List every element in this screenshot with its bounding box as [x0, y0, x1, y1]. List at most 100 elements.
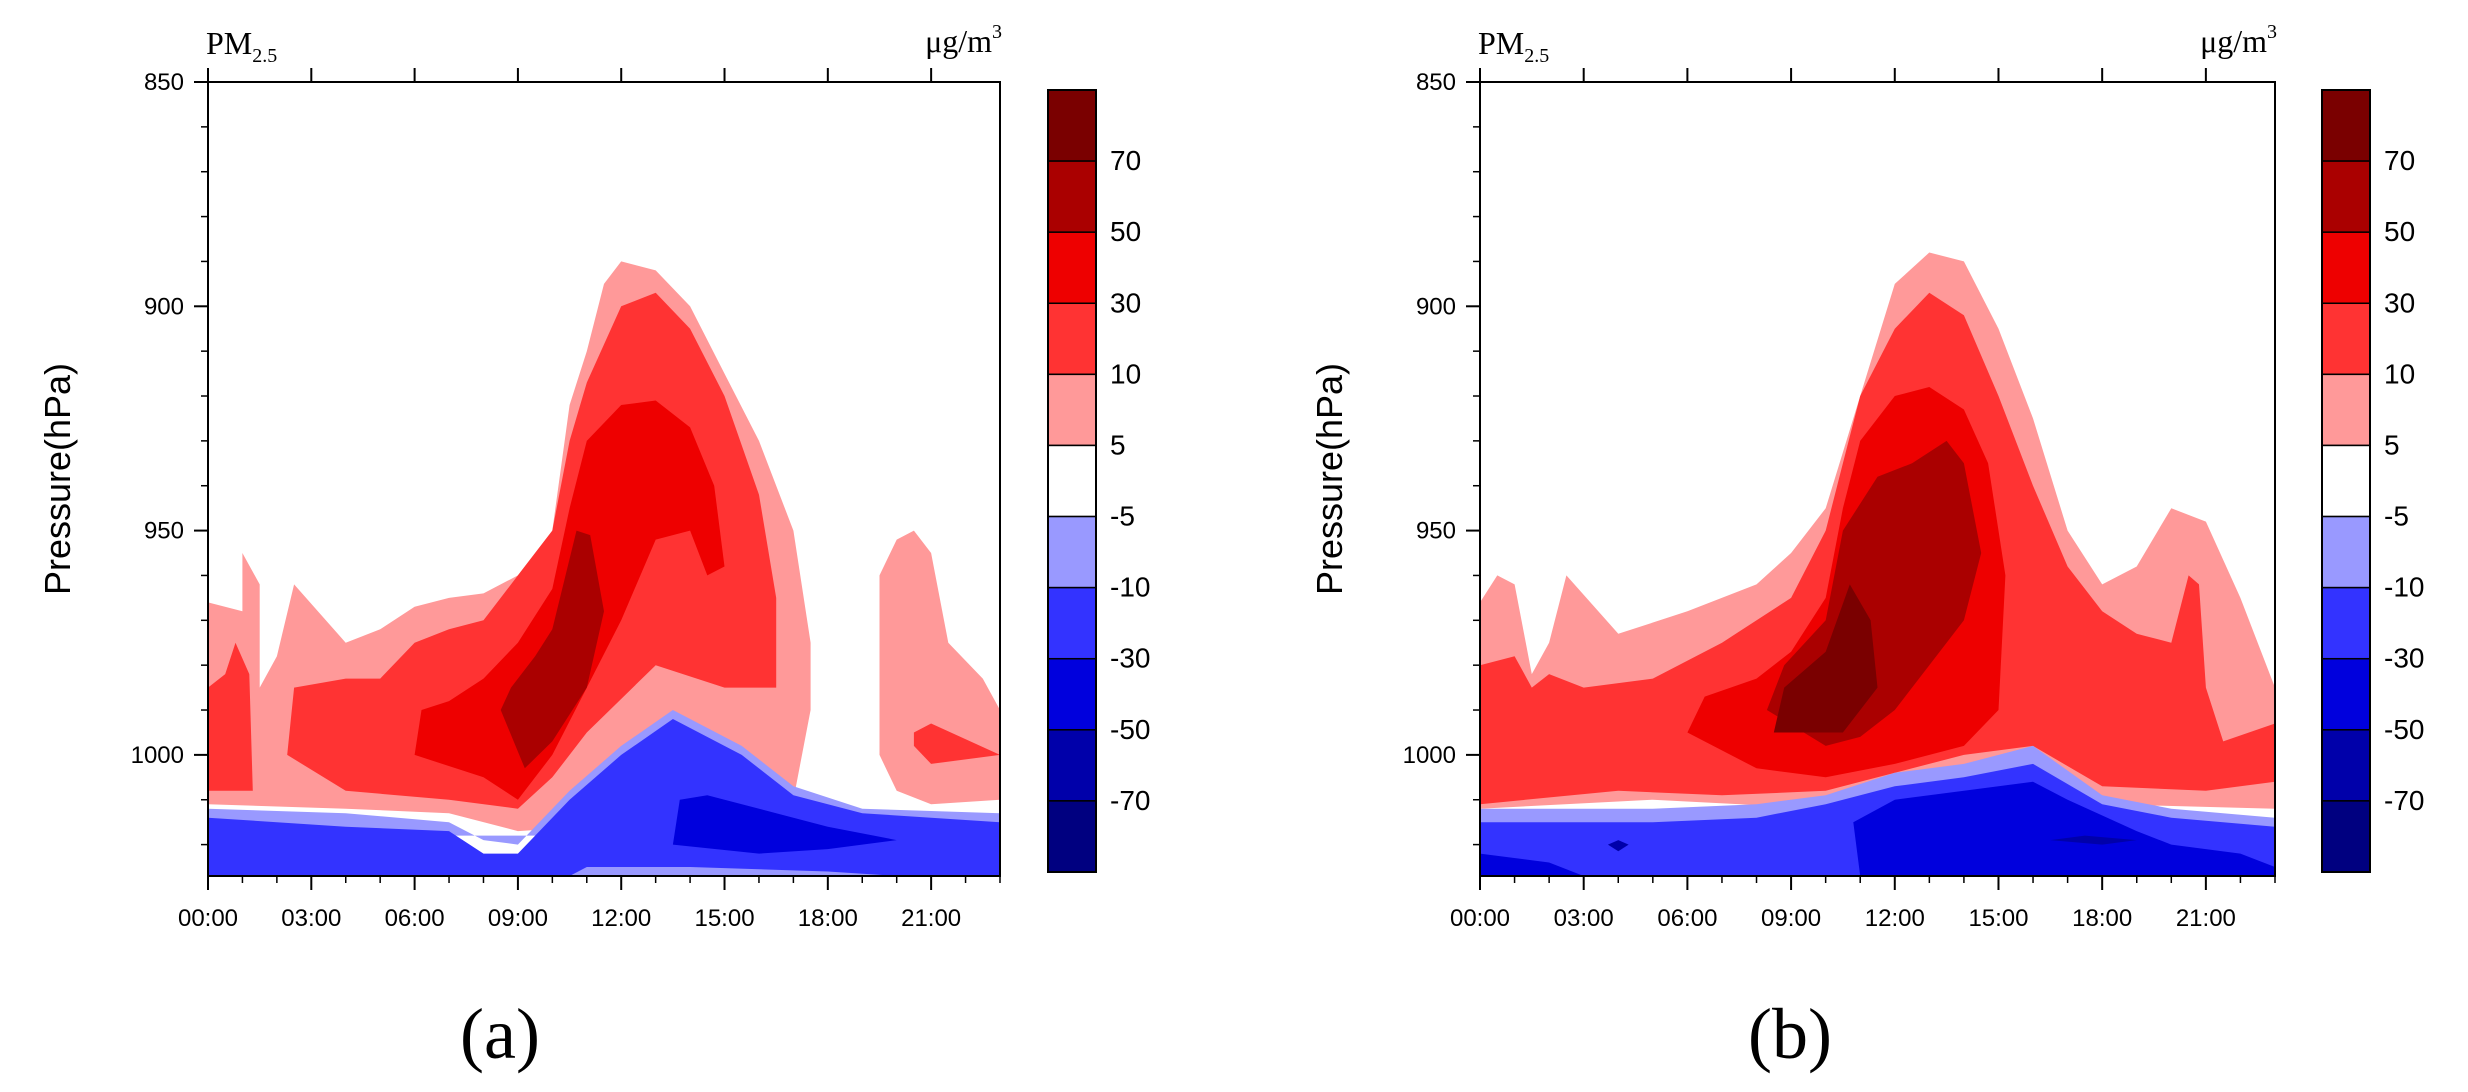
colorbar-swatch-1 [2321, 160, 2371, 233]
x-tick-label-1: 03:00 [281, 905, 341, 932]
plot-frame [1479, 81, 2276, 877]
colorbar-swatch-9 [1047, 729, 1097, 802]
contour-region-4 [913, 723, 1000, 764]
colorbar-swatch-3 [1047, 302, 1097, 376]
y-tick-label-2: 950 [1416, 518, 1456, 545]
colorbar-label-5: -5 [1110, 501, 1135, 532]
x-tick-label-6: 18:00 [798, 905, 858, 932]
contour-region-7 [1853, 781, 2275, 876]
colorbar-label-0: 70 [1110, 145, 1141, 176]
colorbar-label-1: 50 [1110, 216, 1141, 247]
contour-region-8 [1480, 853, 1584, 876]
colorbar-label-6: -10 [2384, 572, 2424, 603]
chart-units-sup: 3 [992, 21, 1002, 43]
colorbar-label-0: 70 [2384, 145, 2415, 176]
chart-units: μg/m3 [2200, 21, 2277, 59]
x-tick-label-6: 18:00 [2072, 905, 2132, 932]
plot-frame [207, 81, 1001, 877]
chart-units-sup: 3 [2267, 21, 2277, 43]
chart-title: PM2.5 [1478, 25, 1549, 67]
y-tick-label-3: 1000 [131, 742, 184, 769]
colorbar-swatch-3 [2321, 302, 2371, 376]
colorbar-label-9: -70 [2384, 785, 2424, 816]
x-tick-label-2: 06:00 [385, 905, 445, 932]
chart-panel-a: 00:00 03:00 06:00 09:00 12:00 15:00 18:00 21:00… [37, 21, 1150, 1074]
y-tick-label-0: 850 [144, 69, 184, 96]
colorbar-label-1: 50 [2384, 216, 2415, 247]
x-tick-label-5: 15:00 [1968, 905, 2028, 932]
panel-label: (b) [1748, 994, 1832, 1074]
x-tick-label-0: 00:00 [1450, 905, 1510, 932]
x-tick-label-7: 21:00 [2176, 905, 2236, 932]
y-axis-label: Pressure(hPa) [37, 363, 78, 595]
x-tick-label-7: 21:00 [901, 905, 961, 932]
colorbar-label-7: -30 [1110, 643, 1150, 674]
colorbar-frame [2321, 89, 2371, 873]
chart-units-main: μg/m [2200, 23, 2267, 59]
panel-label: (a) [460, 994, 540, 1074]
x-tick-label-4: 12:00 [1865, 905, 1925, 932]
x-tick-label-3: 09:00 [1761, 905, 1821, 932]
chart-title-sub: 2.5 [1524, 45, 1549, 67]
colorbar-swatch-7 [2321, 586, 2371, 660]
colorbar-swatch-4 [2321, 373, 2371, 447]
y-axis-label: Pressure(hPa) [1309, 363, 1350, 595]
contour-regions [1480, 252, 2275, 876]
chart-title-main: PM [1478, 25, 1524, 61]
contour-region-10 [2050, 835, 2137, 845]
colorbar-swatch-7 [1047, 586, 1097, 660]
contour-region-4 [1773, 584, 1878, 733]
colorbar-swatch-0 [2321, 89, 2371, 162]
colorbar-swatch-10 [2321, 800, 2371, 873]
colorbar-swatch-2 [2321, 231, 2371, 305]
colorbar-swatch-5 [2321, 444, 2371, 518]
contour-region-1 [879, 530, 1000, 805]
colorbar-swatch-2 [1047, 231, 1097, 305]
colorbar-label-8: -50 [1110, 714, 1150, 745]
colorbar-label-2: 30 [1110, 287, 1141, 318]
chart-panel-b: 00:00 03:00 06:00 09:00 12:00 15:00 18:00 21:00… [1309, 21, 2424, 1074]
contour-regions [208, 261, 1000, 876]
colorbar-swatch-1 [1047, 160, 1097, 233]
chart-title: PM2.5 [206, 25, 277, 67]
contour-region-9 [672, 795, 897, 854]
y-tick-label-1: 900 [1416, 293, 1456, 320]
contour-region-6 [500, 530, 604, 769]
colorbar-label-9: -70 [1110, 785, 1150, 816]
colorbar-swatch-8 [2321, 657, 2371, 731]
contour-region-10 [569, 867, 897, 876]
colorbar-label-3: 10 [2384, 358, 2415, 389]
y-tick-label-3: 1000 [1403, 742, 1456, 769]
chart-units: μg/m3 [925, 21, 1002, 59]
x-tick-label-4: 12:00 [591, 905, 651, 932]
colorbar-swatch-8 [1047, 657, 1097, 731]
colorbar-frame [1047, 89, 1097, 873]
colorbar-swatch-9 [2321, 729, 2371, 802]
y-tick-label-1: 900 [144, 293, 184, 320]
colorbar-swatch-10 [1047, 800, 1097, 873]
contour-region-2 [208, 642, 253, 791]
contour-region-9 [1607, 840, 1629, 852]
x-tick-label-3: 09:00 [488, 905, 548, 932]
chart-units-main: μg/m [925, 23, 992, 59]
y-tick-label-2: 950 [144, 518, 184, 545]
colorbar-label-2: 30 [2384, 287, 2415, 318]
colorbar-swatch-5 [1047, 444, 1097, 518]
colorbar-swatch-6 [1047, 515, 1097, 589]
x-tick-label-2: 06:00 [1657, 905, 1717, 932]
colorbar-label-4: 5 [1110, 429, 1126, 460]
colorbar-label-4: 5 [2384, 429, 2400, 460]
colorbar-swatch-4 [1047, 373, 1097, 447]
chart-title-sub: 2.5 [252, 45, 277, 67]
colorbar-label-7: -30 [2384, 643, 2424, 674]
colorbar-label-5: -5 [2384, 501, 2409, 532]
colorbar-label-6: -10 [1110, 572, 1150, 603]
chart-title-main: PM [206, 25, 252, 61]
colorbar-label-8: -50 [2384, 714, 2424, 745]
colorbar-swatch-0 [1047, 89, 1097, 162]
x-tick-label-5: 15:00 [694, 905, 754, 932]
colorbar-swatch-6 [2321, 515, 2371, 589]
x-tick-label-0: 00:00 [178, 905, 238, 932]
